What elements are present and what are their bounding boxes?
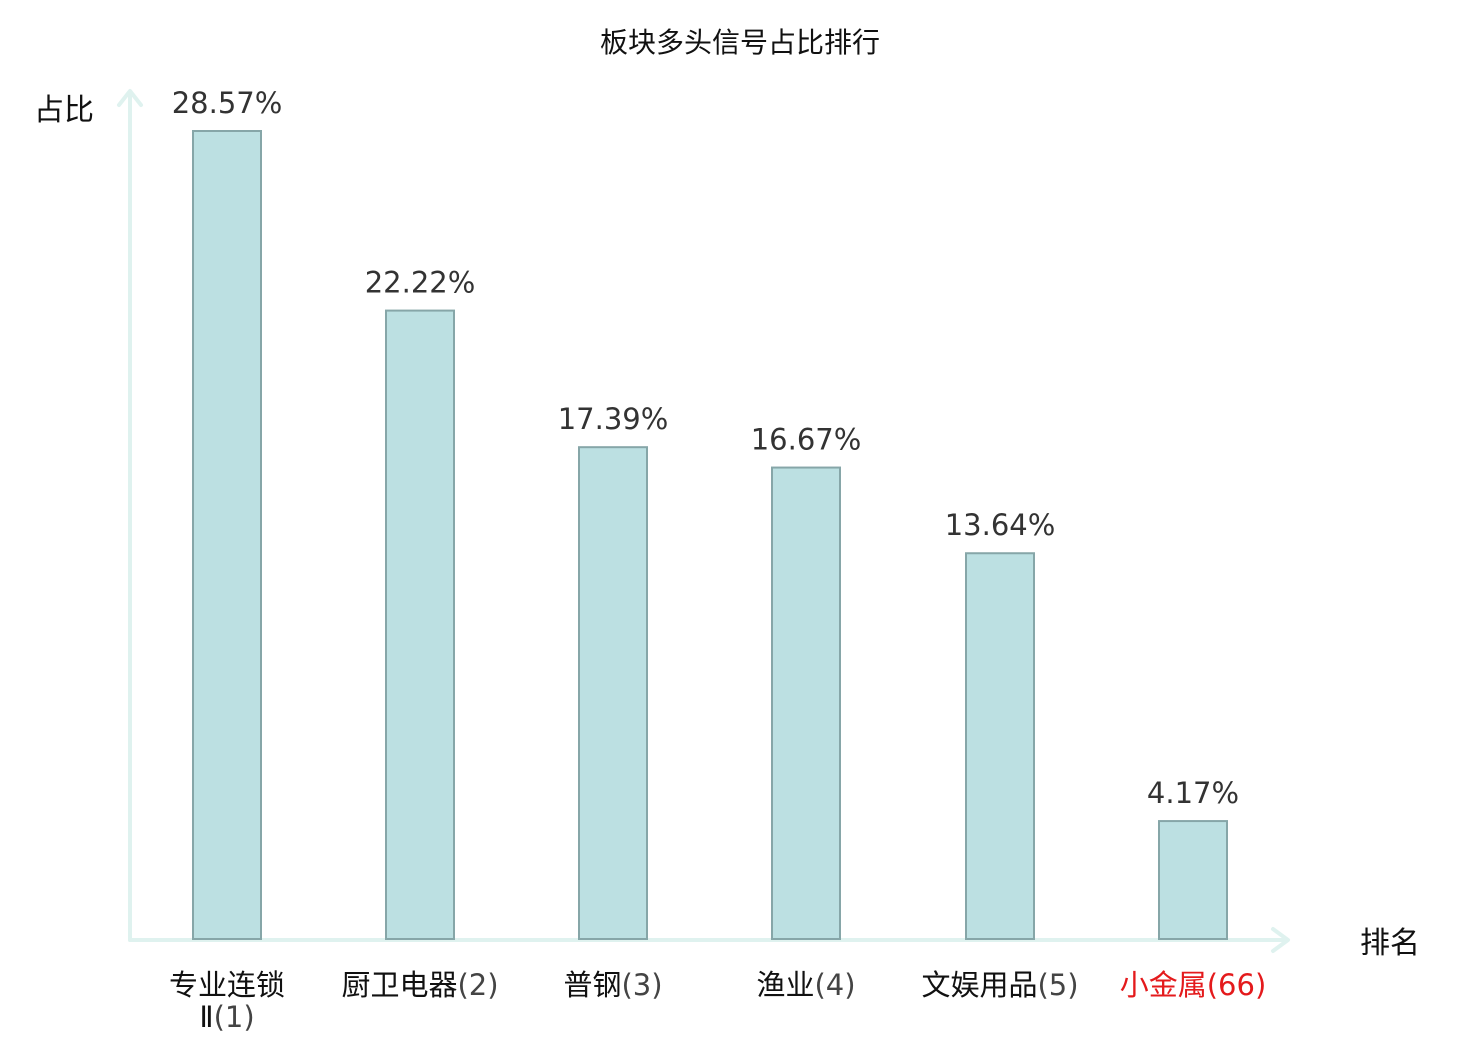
category-rank: (3) <box>621 968 662 1002</box>
bar-value-label: 16.67% <box>751 423 862 457</box>
bar <box>965 552 1035 940</box>
chart-title: 板块多头信号占比排行 <box>600 26 880 59</box>
category-tick-label: 普钢(3) <box>563 968 662 1002</box>
bar-value-label: 28.57% <box>172 86 283 120</box>
category-rank: (4) <box>814 968 855 1002</box>
x-axis-arrow <box>1271 927 1290 953</box>
bar <box>385 309 455 940</box>
category-rank: (5) <box>1037 968 1078 1002</box>
bar-value-label: 13.64% <box>945 508 1056 542</box>
category-name: 渔业 <box>756 968 814 1002</box>
category-rank: (2) <box>457 968 498 1002</box>
category-rank: (1) <box>214 1000 255 1034</box>
category-name: 小金属 <box>1120 968 1207 1002</box>
category-name: Ⅱ <box>199 1000 213 1034</box>
bar <box>192 130 262 940</box>
bar <box>771 466 841 940</box>
category-rank: (66) <box>1207 968 1267 1002</box>
bar-value-label: 17.39% <box>558 402 669 436</box>
x-axis-label: 排名 <box>1360 926 1420 961</box>
y-axis-label: 占比 <box>34 93 94 128</box>
bar <box>1158 820 1228 941</box>
bar-value-label: 4.17% <box>1147 776 1239 810</box>
category-name: 专业连锁 <box>169 968 285 1002</box>
bar <box>578 446 648 940</box>
bar-value-label: 22.22% <box>365 266 476 300</box>
category-name: 文娱用品 <box>921 968 1037 1002</box>
category-tick-label: 文娱用品(5) <box>921 968 1078 1002</box>
category-tick-label: 小金属(66) <box>1120 968 1267 1002</box>
category-tick-label: 厨卫电器(2) <box>341 968 498 1002</box>
category-tick-label: Ⅱ(1) <box>199 1000 254 1034</box>
category-name: 厨卫电器 <box>341 968 457 1002</box>
category-tick-label: 渔业(4) <box>756 968 855 1002</box>
category-tick-label: 专业连锁 <box>169 968 285 1002</box>
category-name: 普钢 <box>563 968 621 1002</box>
y-axis-arrow <box>117 89 143 107</box>
